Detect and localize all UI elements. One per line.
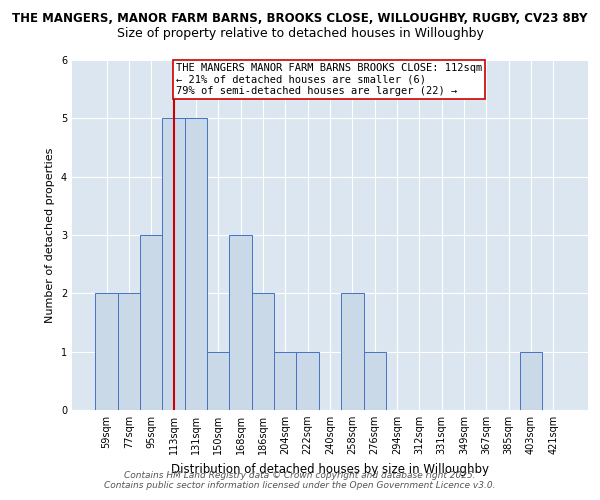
Bar bbox=[163, 118, 185, 410]
Bar bbox=[296, 352, 319, 410]
Bar bbox=[140, 235, 163, 410]
Bar bbox=[274, 352, 296, 410]
Bar bbox=[118, 294, 140, 410]
X-axis label: Distribution of detached houses by size in Willoughby: Distribution of detached houses by size … bbox=[171, 462, 489, 475]
Text: Contains HM Land Registry data © Crown copyright and database right 2025.
Contai: Contains HM Land Registry data © Crown c… bbox=[104, 470, 496, 490]
Text: THE MANGERS, MANOR FARM BARNS, BROOKS CLOSE, WILLOUGHBY, RUGBY, CV23 8BY: THE MANGERS, MANOR FARM BARNS, BROOKS CL… bbox=[12, 12, 588, 26]
Bar bbox=[95, 294, 118, 410]
Y-axis label: Number of detached properties: Number of detached properties bbox=[46, 148, 55, 322]
Bar bbox=[185, 118, 207, 410]
Bar bbox=[207, 352, 229, 410]
Bar bbox=[229, 235, 252, 410]
Bar bbox=[520, 352, 542, 410]
Bar bbox=[252, 294, 274, 410]
Bar bbox=[341, 294, 364, 410]
Bar bbox=[364, 352, 386, 410]
Text: Size of property relative to detached houses in Willoughby: Size of property relative to detached ho… bbox=[116, 28, 484, 40]
Text: THE MANGERS MANOR FARM BARNS BROOKS CLOSE: 112sqm
← 21% of detached houses are s: THE MANGERS MANOR FARM BARNS BROOKS CLOS… bbox=[176, 63, 482, 96]
